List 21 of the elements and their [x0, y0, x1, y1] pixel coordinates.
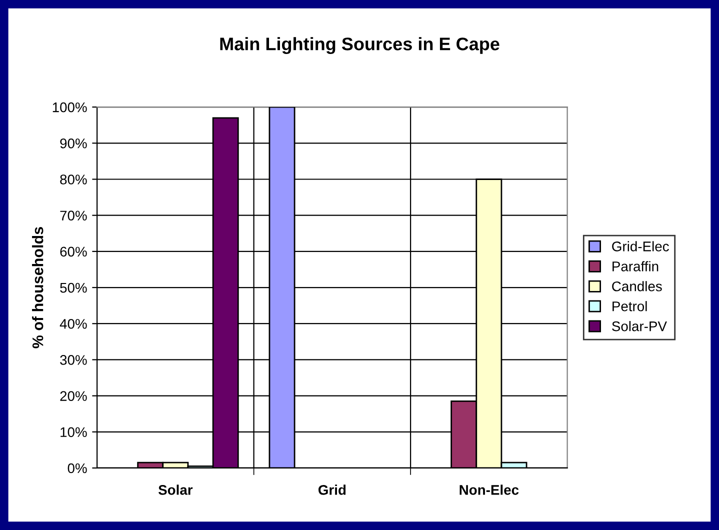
- y-tick-label: 10%: [60, 427, 87, 438]
- y-tick-label: 0%: [68, 463, 87, 474]
- y-tick-label: 20%: [60, 391, 87, 401]
- y-tick-label: 80%: [60, 174, 87, 184]
- x-tick-label: Grid: [318, 484, 346, 495]
- y-tick-label: 50%: [60, 282, 87, 293]
- chart-title: Main Lighting Sources in E Cape: [220, 37, 500, 54]
- x-tick-label: Non-Elec: [460, 484, 519, 495]
- y-tick-label: 60%: [60, 246, 87, 257]
- y-tick-label: 40%: [60, 318, 87, 329]
- y-tick-label: 100%: [52, 102, 87, 112]
- legend-label: Solar-PV: [612, 321, 667, 332]
- legend-label: Petrol: [612, 301, 647, 312]
- legend-label: Paraffin: [612, 261, 658, 272]
- y-tick-label: 30%: [60, 355, 87, 365]
- legend-label: Candles: [612, 281, 662, 292]
- y-tick-label: 90%: [60, 138, 87, 148]
- y-axis-title: % of households: [32, 227, 44, 348]
- x-tick-label: Solar: [158, 484, 193, 495]
- y-tick-label: 70%: [60, 210, 87, 221]
- legend-label: Grid-Elec: [612, 241, 669, 252]
